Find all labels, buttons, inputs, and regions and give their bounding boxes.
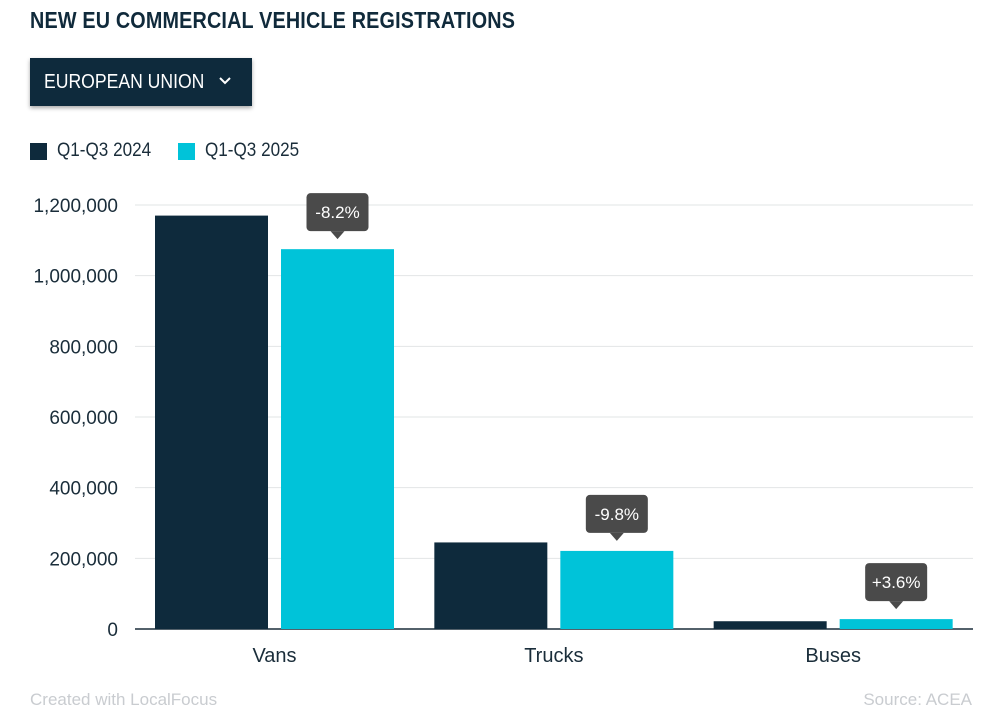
footer-source: Source: ACEA <box>863 690 972 709</box>
bar-trucks-2024 <box>434 542 548 629</box>
bar-buses-2025 <box>839 619 953 629</box>
y-tick-label: 1,200,000 <box>33 196 118 217</box>
y-tick-label: 1,000,000 <box>33 267 118 288</box>
chevron-down-icon <box>219 77 231 85</box>
footer-credit[interactable]: Created with LocalFocus <box>30 690 218 709</box>
legend-item-2025[interactable]: Q1-Q3 2025 <box>177 140 310 162</box>
bar-vans-2025 <box>281 249 394 629</box>
change-callout-pointer <box>330 231 345 240</box>
legend-label-2024: Q1-Q3 2024 <box>57 140 152 161</box>
y-tick-label: 800,000 <box>49 337 118 358</box>
legend-item-2024[interactable]: Q1-Q3 2024 <box>30 140 162 162</box>
change-label: -8.2% <box>315 203 359 222</box>
legend-swatch-2025 <box>177 142 195 160</box>
legend-swatch-2024 <box>30 142 47 160</box>
y-tick-label: 400,000 <box>49 479 118 500</box>
change-label: -9.8% <box>595 505 639 524</box>
y-tick-label: 0 <box>107 620 118 641</box>
chart-legend: Q1-Q3 2024 Q1-Q3 2025 <box>30 140 325 162</box>
y-tick-label: 600,000 <box>49 408 118 429</box>
y-tick-label: 200,000 <box>49 549 118 570</box>
region-dropdown[interactable]: EUROPEAN UNION <box>30 58 252 106</box>
change-callout-box <box>306 193 369 232</box>
bar-vans-2024 <box>155 215 268 629</box>
page-title: NEW EU COMMERCIAL VEHICLE REGISTRATIONS <box>30 7 516 33</box>
x-tick-label: Trucks <box>524 645 583 667</box>
change-label: +3.6% <box>872 573 921 592</box>
legend-label-2025: Q1-Q3 2025 <box>204 140 299 161</box>
change-callout-box <box>585 494 648 533</box>
x-tick-label: Buses <box>805 645 861 667</box>
bar-trucks-2025 <box>560 550 674 629</box>
change-callout-pointer <box>889 601 904 610</box>
change-callout-pointer <box>609 532 624 541</box>
x-tick-label: Vans <box>252 645 296 667</box>
change-callout-box <box>865 563 928 602</box>
region-dropdown-label: EUROPEAN UNION <box>44 70 205 93</box>
bar-buses-2024 <box>713 621 827 629</box>
